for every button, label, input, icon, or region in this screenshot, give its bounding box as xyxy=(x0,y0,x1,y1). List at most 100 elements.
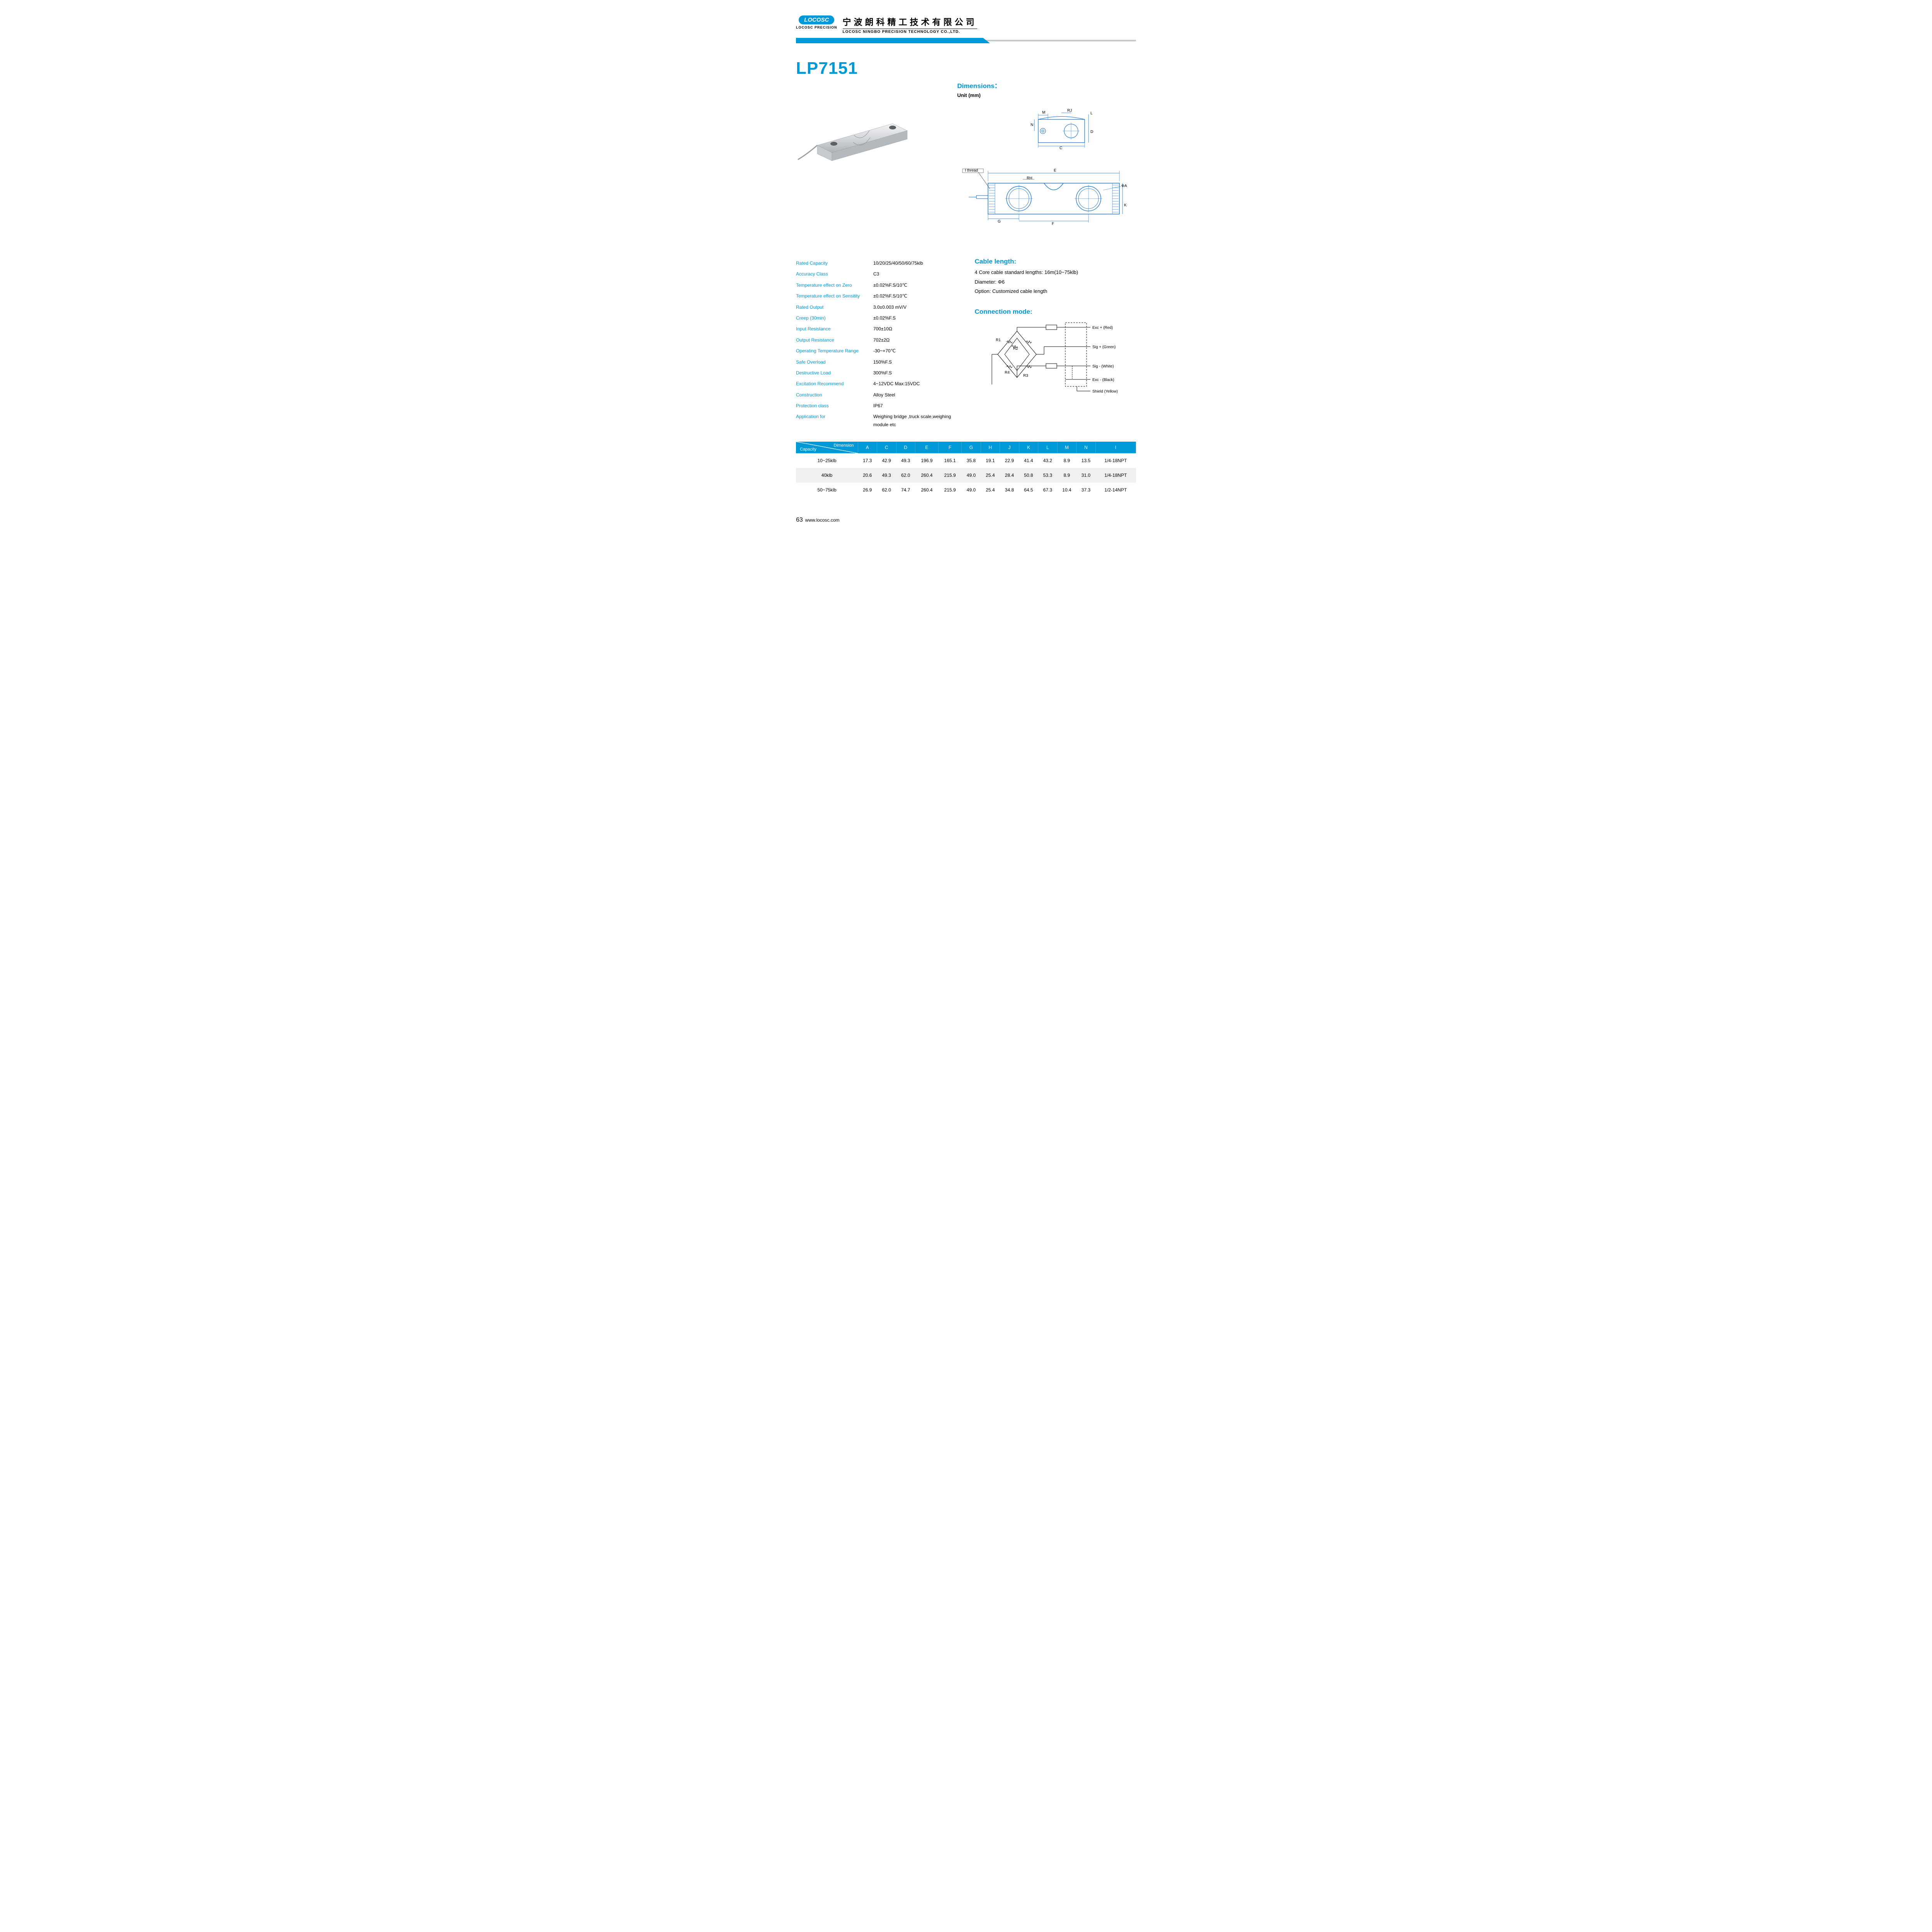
product-photo xyxy=(796,96,912,173)
spec-label: Excitation Recommend xyxy=(796,380,873,388)
dim-value-cell: 74.7 xyxy=(896,483,915,497)
dim-label-M: M xyxy=(1042,111,1045,115)
spec-row: Temperature effect on Sensitity±0.02%F.S… xyxy=(796,291,959,301)
dim-capacity-cell: 50~75klb xyxy=(796,483,858,497)
dim-col-header: E xyxy=(915,442,939,453)
dim-col-header: N xyxy=(1077,442,1096,453)
spec-row: Safe Overload150%F.S xyxy=(796,357,959,367)
company-name-cn: 宁波朗科精工技术有限公司 xyxy=(843,15,977,28)
spec-label: Operating Temperature Range xyxy=(796,347,873,355)
conn-label-R2: R2 xyxy=(1013,347,1018,351)
spec-label: Destructive Load xyxy=(796,369,873,377)
dim-col-header: F xyxy=(939,442,962,453)
spec-value: -30~+70℃ xyxy=(873,347,959,355)
dim-table-corner: Dimension Capacity xyxy=(796,442,858,453)
conn-label-R6: R6 xyxy=(1048,370,1053,374)
dim-value-cell: 35.8 xyxy=(962,453,981,468)
footer-url: www.locosc.com xyxy=(805,517,840,523)
dim-label-I-thread: I thread xyxy=(965,168,978,173)
dim-value-cell: 22.9 xyxy=(1000,453,1019,468)
load-cell-rendering xyxy=(796,104,912,165)
dim-value-cell: 53.3 xyxy=(1038,468,1058,483)
table-row: 10~25klb17.342.949.3196.9165.135.819.122… xyxy=(796,453,1136,468)
page-header: LOCOSC LOCOSC PRECISION 宁波朗科精工技术有限公司 LOC… xyxy=(796,15,1136,34)
spec-value: IP67 xyxy=(873,402,959,410)
dim-col-header: H xyxy=(981,442,1000,453)
spec-label: Safe Overload xyxy=(796,358,873,366)
spec-row: Excitation Recommend4~12VDC Max:15VDC xyxy=(796,378,959,389)
spec-label: Input Resistance xyxy=(796,325,873,333)
dim-value-cell: 25.4 xyxy=(981,468,1000,483)
dim-label-E: E xyxy=(1054,168,1056,173)
dim-col-header: L xyxy=(1038,442,1058,453)
dim-label-RJ: RJ xyxy=(1067,109,1072,113)
spec-row: Accuracy ClassC3 xyxy=(796,269,959,279)
dim-value-cell: 260.4 xyxy=(915,483,939,497)
dim-label-K: K xyxy=(1124,203,1127,207)
spec-row: Output Resistance702±2Ω xyxy=(796,335,959,345)
conn-label-sign: Sig - (White) xyxy=(1092,364,1114,369)
dim-value-cell: 49.0 xyxy=(962,483,981,497)
dim-value-cell: 17.3 xyxy=(858,453,877,468)
spec-label: Rated Capacity xyxy=(796,259,873,267)
dim-label-D: D xyxy=(1090,130,1093,134)
spec-value: 300%F.S xyxy=(873,369,959,377)
cable-line: 4 Core cable standard lengths: 16m(10~75… xyxy=(975,268,1136,277)
dim-capacity-cell: 10~25klb xyxy=(796,453,858,468)
conn-label-R5: R5 xyxy=(1048,320,1053,325)
dim-label-phiA: ΦA xyxy=(1121,184,1127,188)
dim-value-cell: 8.9 xyxy=(1057,468,1077,483)
dim-label-G: G xyxy=(998,219,1001,224)
company-name-block: 宁波朗科精工技术有限公司 LOCOSC NINGBO PRECISION TEC… xyxy=(843,15,977,34)
dim-value-cell: 13.5 xyxy=(1077,453,1096,468)
conn-label-R1: R1 xyxy=(996,338,1001,342)
spec-label: Application for xyxy=(796,413,873,429)
spec-row: ConstructionAlloy Steel xyxy=(796,389,959,400)
dim-value-cell: 26.9 xyxy=(858,483,877,497)
cable-heading: Cable length: xyxy=(975,258,1136,265)
dim-value-cell: 8.9 xyxy=(1057,453,1077,468)
dim-col-header: J xyxy=(1000,442,1019,453)
dim-col-header: M xyxy=(1057,442,1077,453)
dim-value-cell: 260.4 xyxy=(915,468,939,483)
dim-value-cell: 67.3 xyxy=(1038,483,1058,497)
cable-line: Option: Customized cable length xyxy=(975,287,1136,296)
cable-info: 4 Core cable standard lengths: 16m(10~75… xyxy=(975,268,1136,296)
dim-value-cell: 37.3 xyxy=(1077,483,1096,497)
dim-value-cell: 19.1 xyxy=(981,453,1000,468)
dim-label-F: F xyxy=(1052,222,1054,226)
dim-label-N: N xyxy=(1031,123,1033,127)
brand-subtext: LOCOSC PRECISION xyxy=(796,26,837,29)
dim-value-cell: 49.3 xyxy=(877,468,896,483)
spec-label: Construction xyxy=(796,391,873,399)
spec-row: Application forWeighing bridge ,truck sc… xyxy=(796,411,959,430)
spec-value: Alloy Steel xyxy=(873,391,959,399)
dimensions-unit: Unit (mm) xyxy=(957,92,1136,98)
dim-col-header: G xyxy=(962,442,981,453)
spec-row: Rated Capacity10/20/25/40/50/60/75klb xyxy=(796,258,959,269)
dim-value-cell: 34.8 xyxy=(1000,483,1019,497)
spec-value: 10/20/25/40/50/60/75klb xyxy=(873,259,959,267)
spec-value: C3 xyxy=(873,270,959,278)
brand-logo: LOCOSC xyxy=(799,15,834,24)
dim-value-cell: 215.9 xyxy=(939,483,962,497)
dimensions-heading: Dimensions： xyxy=(957,80,1136,90)
spec-row: Creep (30min)±0.02%F.S xyxy=(796,313,959,323)
dim-value-cell: 31.0 xyxy=(1077,468,1096,483)
conn-label-sigp: Sig + (Green) xyxy=(1092,345,1116,349)
dim-value-cell: 50.8 xyxy=(1019,468,1038,483)
spec-label: Rated Output xyxy=(796,303,873,311)
spec-value: 4~12VDC Max:15VDC xyxy=(873,380,959,388)
dim-value-cell: 1/4-18NPT xyxy=(1095,453,1136,468)
dim-label-RH: RH xyxy=(1027,176,1032,180)
dim-value-cell: 1/2-14NPT xyxy=(1095,483,1136,497)
spec-row: Input Resistance700±10Ω xyxy=(796,323,959,334)
dim-value-cell: 49.0 xyxy=(962,468,981,483)
dim-value-cell: 196.9 xyxy=(915,453,939,468)
dim-value-cell: 41.4 xyxy=(1019,453,1038,468)
specifications-table: Rated Capacity10/20/25/40/50/60/75klbAcc… xyxy=(796,258,959,430)
dim-col-header: C xyxy=(877,442,896,453)
dim-value-cell: 64.5 xyxy=(1019,483,1038,497)
dim-corner-bot: Capacity xyxy=(800,447,816,452)
logo-block: LOCOSC LOCOSC PRECISION xyxy=(796,15,837,29)
